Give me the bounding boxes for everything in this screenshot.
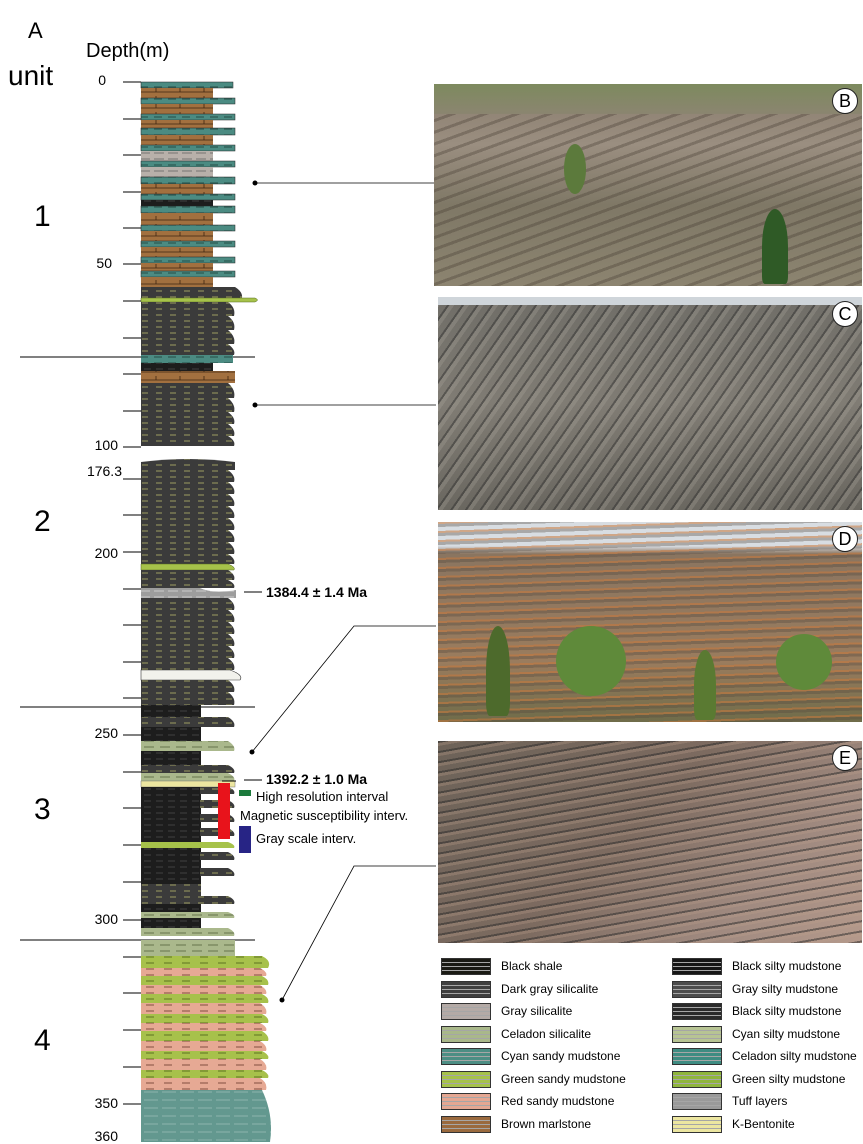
legend-label: Black silty mudstone <box>732 1004 842 1018</box>
legend-label: K-Bentonite <box>732 1116 795 1131</box>
photo-connectors <box>251 182 436 1001</box>
legend-label: Brown marlstone <box>501 1116 592 1131</box>
depth-tick-marks <box>123 81 141 1105</box>
outcrop-photo-c: C <box>438 297 862 510</box>
unit-4-label: 4 <box>34 1024 51 1057</box>
unit-axis-label: unit <box>8 60 54 91</box>
legend-label: Black silty mudstone <box>732 959 842 973</box>
photo-d-letter: D <box>832 526 858 552</box>
high-res-label: High resolution interval <box>256 789 389 804</box>
legend-label: Gray silty mudstone <box>732 981 839 996</box>
depth-tick-360: 360 <box>94 1128 118 1144</box>
column-unit-3 <box>140 705 236 936</box>
photo-b-letter: B <box>832 88 858 114</box>
legend-label: Celadon silicalite <box>501 1026 592 1041</box>
column-unit-2-upper <box>141 355 235 446</box>
legend-swatch <box>441 958 491 975</box>
gray-scale-label: Gray scale interv. <box>256 831 357 846</box>
depth-tick-176-3: 176.3 <box>86 463 122 479</box>
legend-swatch <box>672 1048 722 1065</box>
legend-label: Tuff layers <box>732 1094 788 1108</box>
gray-scale-bar <box>239 826 251 853</box>
legend-swatch <box>672 1070 722 1088</box>
photo-c-letter: C <box>832 301 858 327</box>
legend-swatch <box>672 1093 722 1110</box>
legend-label: Red sandy mudstone <box>501 1094 615 1108</box>
legend-swatch <box>441 1093 491 1110</box>
legend-label: Dark gray silicalite <box>501 981 599 996</box>
outcrop-photo-e: E <box>438 741 862 943</box>
legend-swatch <box>441 1115 491 1133</box>
mag-sus-label: Magnetic susceptibility interv. <box>240 808 409 823</box>
legend-swatch <box>441 1070 491 1088</box>
legend-label: Gray silicalite <box>501 1004 573 1018</box>
legend-label: Cyan sandy mudstone <box>501 1049 621 1063</box>
depth-tick-250: 250 <box>94 725 118 741</box>
depth-tick-0: 0 <box>98 72 106 88</box>
unit-2-label: 2 <box>34 505 51 538</box>
legend-label: Green silty mudstone <box>732 1071 846 1086</box>
legend-label: Green sandy mudstone <box>501 1071 626 1086</box>
unit-1-label: 1 <box>34 200 51 233</box>
legend-swatch <box>441 1003 491 1020</box>
panel-label-a: A <box>28 18 43 43</box>
column-unit-4 <box>141 940 271 1142</box>
mag-sus-bar <box>218 783 230 839</box>
column-unit-2-lower <box>140 459 242 705</box>
legend-swatch <box>672 1025 722 1043</box>
depth-tick-300: 300 <box>94 911 118 927</box>
depth-tick-200: 200 <box>94 545 118 561</box>
outcrop-photo-b: B <box>434 84 862 286</box>
legend-label: Black shale <box>501 959 563 973</box>
legend-label: Cyan silty mudstone <box>732 1026 841 1041</box>
legend-swatch <box>441 1025 491 1043</box>
legend-swatch <box>672 1003 722 1020</box>
column-unit-1 <box>140 81 258 355</box>
legend-swatch <box>441 980 491 998</box>
depth-tick-100: 100 <box>94 437 118 453</box>
age-label-1: 1384.4 ± 1.4 Ma <box>266 584 368 600</box>
depth-tick-50: 50 <box>96 255 112 271</box>
legend-swatch <box>672 980 722 998</box>
legend-label: Celadon silty mudstone <box>732 1049 857 1063</box>
unit-3-label: 3 <box>34 793 51 826</box>
depth-tick-350: 350 <box>94 1095 118 1111</box>
legend-swatch <box>672 958 722 975</box>
age-label-2: 1392.2 ± 1.0 Ma <box>266 771 368 787</box>
depth-axis-label: Depth(m) <box>86 40 170 62</box>
legend-swatch <box>441 1048 491 1065</box>
legend-swatch <box>672 1115 722 1133</box>
photo-e-letter: E <box>832 745 858 771</box>
outcrop-photo-d: D <box>438 522 862 722</box>
high-res-bar <box>239 790 251 796</box>
